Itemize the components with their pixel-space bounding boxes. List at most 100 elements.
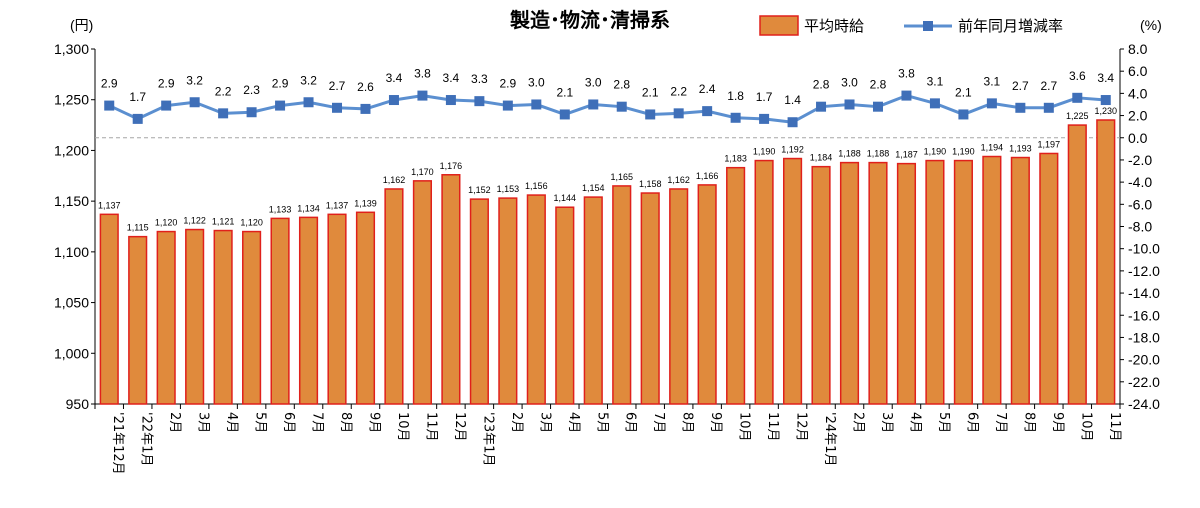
- x-tick-label: 2月: [851, 412, 866, 433]
- right-tick-label: -4.0: [1128, 174, 1152, 190]
- left-tick-label: 1,050: [54, 295, 89, 311]
- line-value-label: 3.0: [841, 75, 858, 89]
- bar: [782, 157, 803, 405]
- bar: [412, 180, 433, 405]
- bar-value-label: 1,165: [610, 172, 633, 182]
- bar-value-label: 1,225: [1066, 111, 1089, 121]
- line-marker: [702, 106, 713, 117]
- bar-value-label: 1,120: [155, 218, 178, 228]
- line-marker: [360, 103, 371, 114]
- line-value-label: 2.8: [813, 78, 830, 92]
- line-marker: [531, 99, 542, 110]
- x-tick-label: 6月: [623, 412, 638, 433]
- left-tick-label: 1,100: [54, 244, 89, 260]
- x-tick-label: '21年12月: [110, 412, 125, 475]
- bar-value-label: 1,170: [411, 167, 434, 177]
- bar: [526, 194, 546, 405]
- bar-value-label: 1,188: [838, 149, 861, 159]
- right-tick-label: -14.0: [1128, 285, 1160, 301]
- line-value-label: 3.4: [386, 71, 403, 85]
- bar-value-label: 1,137: [326, 200, 349, 210]
- bar: [1039, 152, 1059, 405]
- bar: [953, 159, 973, 405]
- bar: [469, 198, 489, 405]
- line-value-label: 3.1: [927, 74, 944, 88]
- bar: [726, 166, 746, 405]
- line-value-label: 2.9: [101, 77, 118, 91]
- x-tick-label: 4月: [566, 412, 581, 433]
- bar: [1010, 156, 1030, 405]
- line-marker: [303, 97, 314, 108]
- x-tick-label: '24年1月: [822, 412, 837, 466]
- right-tick-label: -16.0: [1128, 307, 1160, 323]
- right-tick-label: -8.0: [1128, 219, 1152, 235]
- line-marker: [246, 107, 257, 118]
- line-value-label: 3.0: [528, 75, 545, 89]
- bar: [270, 217, 290, 405]
- line-value-label: 3.0: [585, 75, 602, 89]
- bar: [555, 206, 575, 405]
- chart-title: 製造･物流･清掃系: [510, 8, 670, 32]
- bar: [185, 228, 205, 405]
- x-tick-label: 6月: [964, 412, 979, 433]
- line-marker: [958, 109, 969, 120]
- bar: [583, 196, 603, 405]
- x-tick-label: 10月: [395, 412, 410, 442]
- x-tick-label: 8月: [680, 412, 695, 433]
- line-value-label: 3.4: [1097, 71, 1114, 85]
- legend-line-marker: [923, 21, 933, 31]
- line-value-label: 3.3: [471, 72, 488, 86]
- x-axis-labels: '21年12月 '22年1月 2月 3月 4月 5月 6月 7月 8月 9月 10月 11月 12月 '2…: [110, 412, 1122, 475]
- legend-bar-label: 平均時給: [804, 17, 864, 35]
- left-tick-label: 950: [66, 396, 90, 412]
- x-tick-label: 7月: [310, 412, 325, 433]
- line-value-label: 1.7: [129, 90, 146, 104]
- axes: 950 1,000 1,050 1,100 1,150 1,200 1,250 1,300 -2…: [54, 41, 1160, 412]
- line-marker: [759, 113, 770, 124]
- left-axis-unit: (円): [70, 17, 93, 33]
- right-axis-unit: (%): [1140, 17, 1162, 33]
- line-value-label: 2.7: [1040, 79, 1057, 93]
- line-marker: [161, 100, 172, 111]
- line-marker: [132, 113, 143, 124]
- bar-value-label: 1,153: [497, 184, 520, 194]
- bar-value-label: 1,197: [1038, 139, 1061, 149]
- line-marker: [844, 99, 855, 110]
- legend: 平均時給 前年同月増減率: [759, 15, 1063, 36]
- bar: [669, 188, 689, 405]
- x-tick-label: 11月: [1107, 412, 1122, 442]
- x-tick-label: 11月: [765, 412, 780, 442]
- line-value-label: 1.4: [784, 93, 801, 107]
- bar-value-label: 1,183: [724, 154, 747, 164]
- bar-value-label: 1,188: [867, 149, 890, 159]
- bar-value-label: 1,154: [582, 183, 605, 193]
- right-tick-label: -10.0: [1128, 241, 1160, 257]
- bar-value-label: 1,137: [98, 200, 121, 210]
- right-tick-label: 2.0: [1128, 108, 1148, 124]
- legend-line-label: 前年同月増減率: [958, 17, 1063, 35]
- line-value-label: 3.4: [443, 71, 460, 85]
- bar: [99, 213, 119, 405]
- line-value-label: 2.7: [329, 79, 346, 93]
- right-tick-label: 0.0: [1128, 130, 1148, 146]
- x-tick-label: 4月: [224, 412, 239, 433]
- bar: [839, 161, 860, 405]
- right-tick-label: 6.0: [1128, 63, 1148, 79]
- line-value-label: 2.7: [1012, 79, 1029, 93]
- line-marker: [872, 101, 883, 112]
- bar: [697, 184, 717, 405]
- bar-value-label: 1,158: [639, 179, 662, 189]
- bar: [128, 235, 148, 405]
- line-value-label: 1.7: [756, 90, 773, 104]
- line-value-label: 3.8: [898, 67, 915, 81]
- bar-value-label: 1,193: [1009, 144, 1032, 154]
- line-path: [108, 94, 1106, 124]
- line-marker: [417, 90, 428, 101]
- bar: [754, 159, 774, 405]
- line-marker: [104, 100, 115, 111]
- bar-value-label: 1,162: [383, 175, 406, 185]
- line-value-label: 3.2: [186, 73, 203, 87]
- bar-value-label: 1,162: [667, 175, 690, 185]
- line-marker: [218, 108, 229, 119]
